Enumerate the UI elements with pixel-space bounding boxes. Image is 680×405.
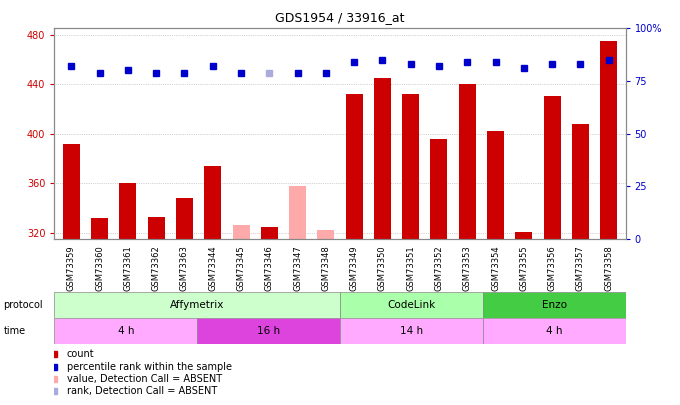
Text: GDS1954 / 33916_at: GDS1954 / 33916_at <box>275 11 405 24</box>
FancyBboxPatch shape <box>54 318 197 344</box>
Bar <box>63 143 80 239</box>
Text: Affymetrix: Affymetrix <box>170 300 224 310</box>
Bar <box>261 226 278 239</box>
FancyBboxPatch shape <box>483 292 626 318</box>
Bar <box>515 232 532 239</box>
Bar <box>91 218 108 239</box>
FancyBboxPatch shape <box>340 292 483 318</box>
Text: 14 h: 14 h <box>400 326 423 336</box>
Bar <box>402 94 419 239</box>
Bar <box>233 225 250 239</box>
Text: 16 h: 16 h <box>257 326 280 336</box>
Text: count: count <box>67 350 95 359</box>
Text: 4 h: 4 h <box>546 326 562 336</box>
FancyBboxPatch shape <box>197 318 340 344</box>
Text: time: time <box>3 326 26 336</box>
Bar <box>374 78 391 239</box>
Bar <box>120 183 137 239</box>
Bar <box>430 139 447 239</box>
Bar <box>176 198 193 239</box>
Text: protocol: protocol <box>3 300 43 310</box>
FancyBboxPatch shape <box>340 318 483 344</box>
Bar <box>289 185 306 239</box>
Text: value, Detection Call = ABSENT: value, Detection Call = ABSENT <box>67 374 222 384</box>
FancyBboxPatch shape <box>54 292 340 318</box>
Bar <box>459 84 476 239</box>
Text: rank, Detection Call = ABSENT: rank, Detection Call = ABSENT <box>67 386 217 396</box>
Bar <box>487 131 504 239</box>
Bar <box>204 166 221 239</box>
Bar <box>148 217 165 239</box>
Text: CodeLink: CodeLink <box>388 300 435 310</box>
Bar <box>600 41 617 239</box>
Bar <box>572 124 589 239</box>
Text: percentile rank within the sample: percentile rank within the sample <box>67 362 232 371</box>
Bar <box>345 94 362 239</box>
Bar <box>543 96 560 239</box>
Text: Enzo: Enzo <box>542 300 566 310</box>
Bar <box>318 230 335 239</box>
Text: 4 h: 4 h <box>118 326 134 336</box>
FancyBboxPatch shape <box>483 318 626 344</box>
